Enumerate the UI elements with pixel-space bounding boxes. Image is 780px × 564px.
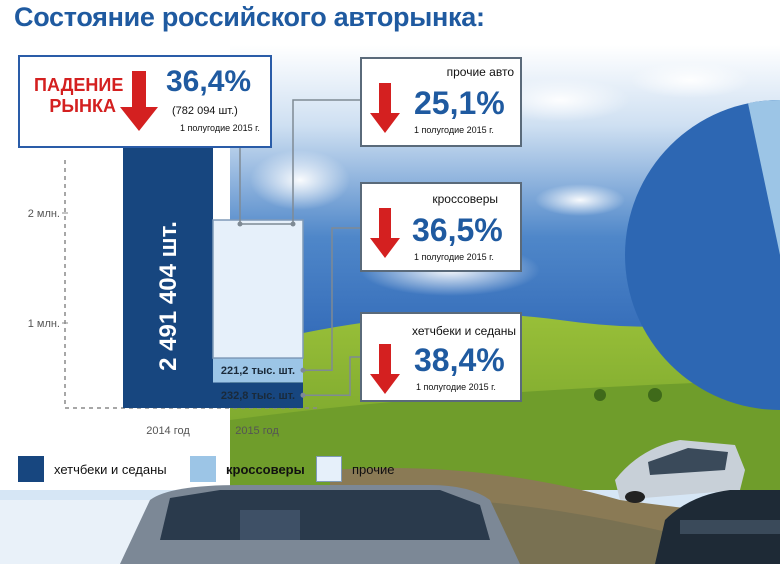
x-tick-label: 2014 год bbox=[146, 425, 190, 437]
legend-label-hatchbacks: хетчбеки и седаны bbox=[54, 462, 167, 477]
y-tick-label: 1 млн. bbox=[28, 318, 60, 330]
callout-other-percent: 25,1% bbox=[414, 85, 505, 121]
legend-swatch-other bbox=[316, 456, 342, 482]
page-title: Состояние российского авторынка: bbox=[14, 2, 485, 32]
bar-2014-label: 2 491 404 шт. bbox=[155, 221, 182, 371]
connector-dot-2 bbox=[300, 367, 306, 373]
connector-dot-1 bbox=[300, 392, 306, 398]
connector-dot-4 bbox=[237, 221, 243, 227]
x-tick-label: 2015 год bbox=[235, 425, 279, 437]
market-drop-label-line1: ПАДЕНИЕ bbox=[34, 75, 124, 95]
callout-crossovers-category: кроссоверы bbox=[432, 192, 498, 206]
legend-label-other: прочие bbox=[352, 462, 395, 477]
connector-market-drop bbox=[239, 148, 295, 225]
legend-label-crossovers: кроссоверы bbox=[226, 462, 305, 477]
down-arrow-icon bbox=[370, 344, 400, 394]
market-drop-label-line2: РЫНКА bbox=[49, 96, 116, 116]
market-drop-period: 1 полугодие 2015 г. bbox=[180, 123, 260, 133]
pie-chart bbox=[625, 99, 780, 410]
down-arrow-icon bbox=[370, 208, 400, 258]
bar-2015-segment-label-2: 221,2 тыс. шт. bbox=[221, 365, 295, 377]
callout-hatchbacks: хетчбеки и седаны 38,4% 1 полугодие 2015… bbox=[360, 312, 522, 402]
bar-2015-segment-2 bbox=[213, 358, 303, 383]
legend-swatch-crossovers bbox=[190, 456, 216, 482]
bar-2015-segment-label-1: 232,8 тыс. шт. bbox=[221, 390, 295, 402]
bars-group: 2 491 404 шт. 232,8 тыс. шт. 221,2 тыс. шт… bbox=[123, 133, 304, 408]
connector-dot-3 bbox=[290, 221, 296, 227]
connector-hatchbacks bbox=[303, 356, 360, 396]
callout-other: прочие авто 25,1% 1 полугодие 2015 г. bbox=[360, 57, 522, 147]
down-arrow-icon bbox=[120, 71, 158, 131]
connectors-group bbox=[237, 99, 360, 398]
connector-crossovers bbox=[303, 227, 360, 371]
y-tick-label: 2 млн. bbox=[28, 208, 60, 220]
bar-2015-segment-1 bbox=[213, 382, 303, 408]
callout-other-period: 1 полугодие 2015 г. bbox=[414, 125, 494, 135]
callout-crossovers-period: 1 полугодие 2015 г. bbox=[414, 252, 494, 262]
car-right-1 bbox=[615, 440, 745, 503]
market-drop-percent: 36,4% bbox=[166, 65, 252, 98]
callout-crossovers-percent: 36,5% bbox=[412, 212, 503, 248]
callout-hatchbacks-percent: 38,4% bbox=[414, 342, 505, 378]
car-right-2 bbox=[655, 490, 780, 564]
callout-crossovers: кроссоверы 36,5% 1 полугодие 2015 г. bbox=[360, 182, 522, 272]
market-drop-units: (782 094 шт.) bbox=[172, 105, 238, 117]
connector-other bbox=[292, 99, 360, 225]
callout-other-category: прочие авто bbox=[446, 65, 514, 79]
bar-2015-segment-3 bbox=[212, 219, 304, 359]
car-center bbox=[120, 485, 520, 564]
market-drop-box: ПАДЕНИЕ РЫНКА 36,4% (782 094 шт.) 1 полу… bbox=[18, 55, 272, 148]
down-arrow-icon bbox=[370, 83, 400, 133]
callout-hatchbacks-period: 1 полугодие 2015 г. bbox=[416, 382, 496, 392]
bar-2014 bbox=[123, 133, 213, 408]
callout-hatchbacks-category: хетчбеки и седаны bbox=[412, 324, 516, 338]
legend-swatch-hatchbacks bbox=[18, 456, 44, 482]
market-drop-label: ПАДЕНИЕ РЫНКА bbox=[34, 75, 124, 117]
